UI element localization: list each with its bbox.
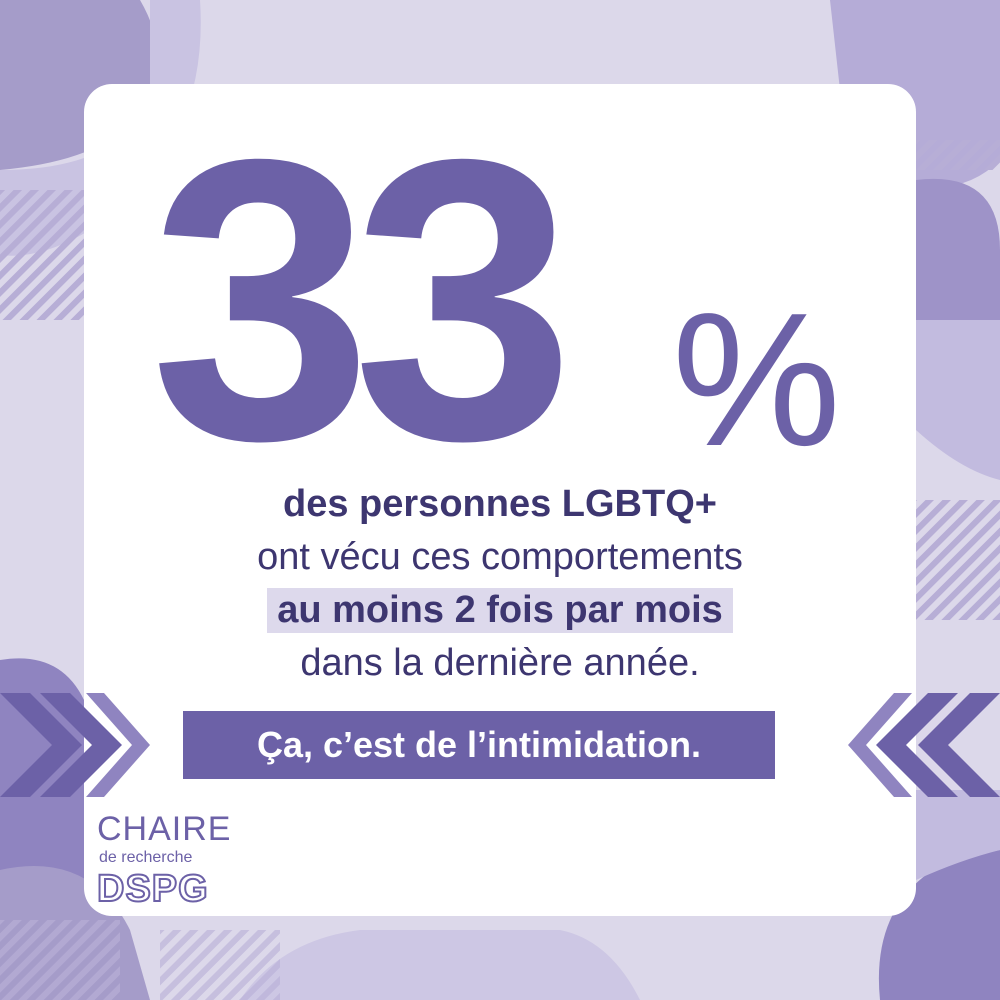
logo-acronym: DSPG [96,867,209,911]
message-line-1: des personnes LGBTQ+ [283,483,717,525]
stat-percent-sign: % [672,274,841,486]
message-highlight: au moins 2 fois par mois [267,588,733,633]
logo: CHAIRE de recherche DSPG [96,810,237,911]
message-block: des personnes LGBTQ+ ont vécu ces compor… [84,478,916,690]
message-line-2: ont vécu ces comportements [257,536,743,578]
message-line-4: dans la dernière année. [300,642,700,684]
chevrons-right-icon [0,693,150,797]
chevrons-left-icon [848,693,1000,797]
logo-chaire: CHAIRE [97,810,232,848]
logo-subtitle: de recherche [99,849,193,866]
banner: Ça, c’est de l’intimidation. [183,711,775,779]
stat-number: 33 [150,76,575,523]
